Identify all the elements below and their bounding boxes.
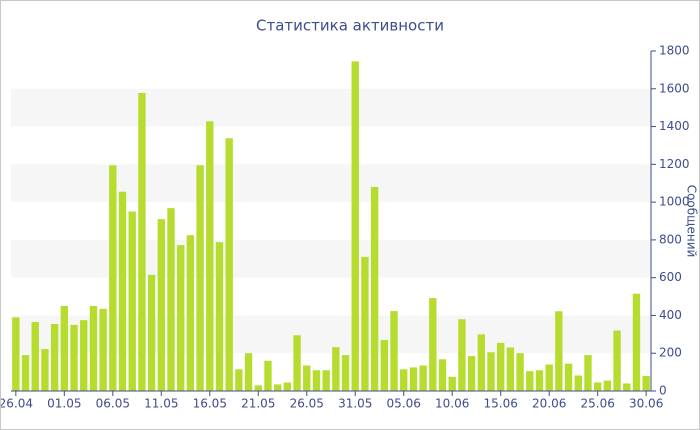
bar [186,235,195,391]
bar [196,165,204,391]
bar [341,355,350,391]
x-tick-label: 31.05 [338,397,372,411]
bar [177,245,185,391]
bar [380,340,389,391]
bar [467,356,476,391]
bar [632,293,641,391]
bar [487,352,495,391]
bar [118,191,127,391]
x-tick-label: 25.06 [580,397,614,411]
bar [555,311,563,391]
bar [429,298,437,391]
bar [128,211,136,391]
bar [419,365,427,391]
bar [332,347,340,391]
x-tick-label: 06.05 [96,397,130,411]
bar [642,375,650,391]
bar [303,365,311,391]
bar [535,370,544,391]
bar [167,208,175,391]
y-tick-label: 0 [659,384,667,398]
y-tick-label: 600 [659,270,682,284]
x-tick-label: 11.05 [144,397,178,411]
bar [593,382,602,391]
grid-band [11,239,651,278]
bar [322,370,330,391]
bar [89,306,98,391]
x-tick-label: 05.06 [387,397,421,411]
bar [31,322,39,391]
y-tick-label: 200 [659,346,682,360]
bar [574,375,582,391]
x-tick-label: 10.06 [435,397,469,411]
bar [41,349,49,391]
bar [438,359,447,391]
y-tick-label: 1800 [659,44,690,58]
y-tick-label: 1000 [659,195,690,209]
bar [99,308,107,391]
bar [409,367,418,391]
y-tick-label: 1600 [659,81,690,95]
y-axis-label: Сообщений [685,185,699,258]
bar [312,370,321,391]
bar [215,242,224,391]
bar [603,380,612,391]
x-tick-label: 20.06 [532,397,566,411]
bar [50,323,59,391]
y-tick-label: 800 [659,232,682,246]
chart-title: Статистика активности [256,17,444,35]
x-tick-label: 30.06 [629,397,663,411]
bar [60,306,69,391]
bar [458,319,466,391]
x-tick-label: 21.05 [241,397,275,411]
bar [147,274,156,391]
bar [351,61,359,392]
bar [613,330,621,391]
bar [206,121,214,392]
x-tick-label: 15.06 [484,397,518,411]
bar [264,360,272,391]
bar [370,187,379,391]
bar [254,385,262,391]
y-tick-label: 1200 [659,157,690,171]
bar [157,219,165,391]
bar [361,256,369,391]
bar [623,383,631,391]
bar [584,355,592,391]
bar [70,324,78,391]
bar [564,363,573,391]
bar [448,376,456,391]
bar [12,317,20,391]
bar [390,311,398,391]
y-tick-label: 1400 [659,119,690,133]
bar [109,165,117,391]
bar [244,353,253,391]
bar [516,353,524,391]
grid-band [11,88,651,127]
grid-band [11,164,651,203]
y-tick-label: 400 [659,308,682,322]
bar [506,347,515,391]
bar [526,371,534,391]
bar [273,384,282,391]
bar [545,364,553,391]
bar [235,369,243,391]
bar [293,335,301,391]
bar [138,92,146,391]
bar [283,382,292,391]
x-tick-label: 01.05 [47,397,81,411]
bar [477,334,485,391]
x-tick-label: 16.05 [193,397,227,411]
bar [80,320,88,391]
bar [225,138,233,391]
x-tick-label: 26.05 [290,397,324,411]
x-tick-label: 26.04 [1,397,33,411]
bar [497,342,505,391]
bar [400,369,408,391]
bar [21,355,30,391]
grid-band [11,315,651,354]
